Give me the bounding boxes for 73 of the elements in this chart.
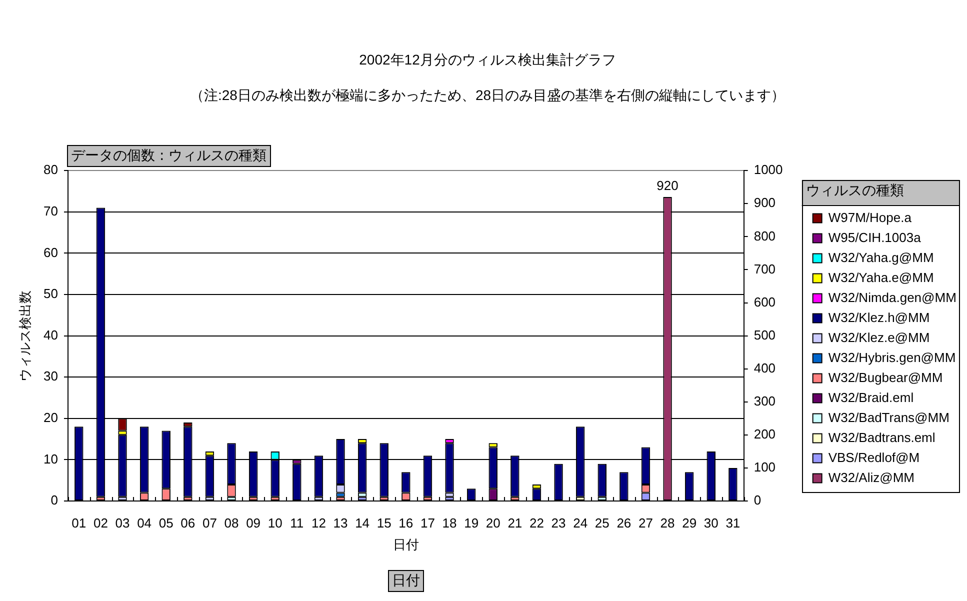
x-tick-label: 15 — [376, 515, 392, 530]
chart-title: 2002年12月分のウィルス検出集計グラフ — [359, 51, 616, 68]
x-tick-label: 11 — [290, 515, 304, 530]
legend-label: W32/Aliz@MM — [828, 470, 914, 485]
y2-tick-label: 800 — [754, 228, 776, 244]
legend-label: W32/Yaha.e@MM — [828, 270, 934, 285]
legend-label: VBS/Redlof@M — [828, 450, 920, 465]
legend-label: W32/Klez.e@MM — [828, 330, 930, 345]
x-tick-label: 31 — [726, 515, 740, 530]
legend-label: W32/Yaha.g@MM — [828, 250, 934, 265]
y-tick-label: 10 — [44, 451, 58, 466]
x-tick-label: 04 — [137, 515, 152, 530]
x-tick-label: 02 — [93, 515, 108, 530]
y-tick-label: 70 — [44, 203, 58, 218]
legend-label: W32/Nimda.gen@MM — [828, 290, 956, 305]
x-tick-label: 22 — [529, 515, 544, 530]
x-tick-label: 14 — [355, 515, 370, 530]
x-tick-label: 10 — [268, 515, 282, 530]
x-tick-label: 13 — [333, 515, 348, 530]
x-tick-label: 18 — [442, 515, 457, 530]
y2-tick-label: 0 — [754, 492, 762, 508]
x-tick-label: 23 — [551, 515, 566, 530]
x-tick-label: 01 — [72, 515, 86, 530]
y2-tick-label: 500 — [754, 327, 776, 342]
x-tick-label: 20 — [486, 515, 500, 530]
legend-label: W32/Badtrans.eml — [828, 430, 936, 445]
y-tick-label: 80 — [44, 162, 58, 178]
legend-label: W32/Braid.eml — [828, 390, 914, 405]
legend-label: W32/BadTrans@MM — [828, 410, 950, 425]
chart-subtitle: （注:28日のみ検出数が極端に多かったため、28日のみ目盛の基準を右側の縦軸にしています） — [190, 87, 786, 104]
field-button: 日付 — [388, 570, 424, 592]
x-tick-label: 03 — [115, 515, 130, 530]
y2-tick-label: 100 — [754, 460, 776, 475]
x-tick-label: 06 — [180, 515, 196, 530]
y-tick-label: 0 — [50, 492, 58, 508]
legend-label: W95/CIH.1003a — [828, 230, 922, 245]
x-tick-label: 17 — [420, 515, 435, 530]
y-axis-title: ウィルス検出数 — [17, 290, 32, 382]
x-tick-label: 12 — [311, 515, 326, 530]
y-tick-label: 30 — [44, 368, 58, 384]
legend-label: W32/Bugbear@MM — [828, 370, 943, 385]
field-button: データの個数 : ウィルスの種類 — [67, 144, 271, 167]
y2-tick-label: 300 — [754, 393, 776, 408]
x-tick-label: 27 — [638, 515, 653, 530]
x-tick-label: 09 — [246, 515, 261, 530]
x-tick-label: 28 — [660, 515, 675, 530]
y2-tick-label: 900 — [754, 195, 776, 210]
y2-tick-label: 600 — [754, 294, 776, 310]
y-tick-label: 40 — [44, 327, 58, 342]
y-tick-label: 50 — [44, 286, 58, 302]
y2-tick-label: 400 — [754, 360, 776, 376]
x-axis-title: 日付 — [392, 536, 419, 552]
x-tick-label: 05 — [158, 515, 174, 530]
x-tick-label: 19 — [464, 515, 479, 530]
y2-tick-label: 200 — [754, 426, 776, 442]
y2-tick-label: 1000 — [754, 162, 783, 178]
x-tick-label: 24 — [573, 515, 588, 530]
x-tick-label: 29 — [682, 515, 697, 530]
legend-label: W97M/Hope.a — [828, 210, 912, 225]
x-tick-label: 25 — [594, 515, 610, 530]
x-tick-label: 08 — [224, 515, 239, 530]
legend-label: W32/Hybris.gen@MM — [828, 350, 956, 365]
x-tick-label: 07 — [202, 515, 217, 530]
y-tick-label: 20 — [44, 410, 58, 425]
legend-label: W32/Klez.h@MM — [828, 310, 930, 325]
x-tick-label: 26 — [616, 515, 632, 530]
x-tick-label: 30 — [704, 515, 718, 530]
data-label: 920 — [656, 178, 678, 194]
legend-title: ウィルスの種類 — [806, 182, 904, 198]
y2-tick-label: 700 — [754, 261, 776, 276]
x-tick-label: 21 — [508, 515, 522, 530]
y-tick-label: 60 — [44, 244, 58, 260]
x-tick-label: 16 — [398, 515, 414, 530]
